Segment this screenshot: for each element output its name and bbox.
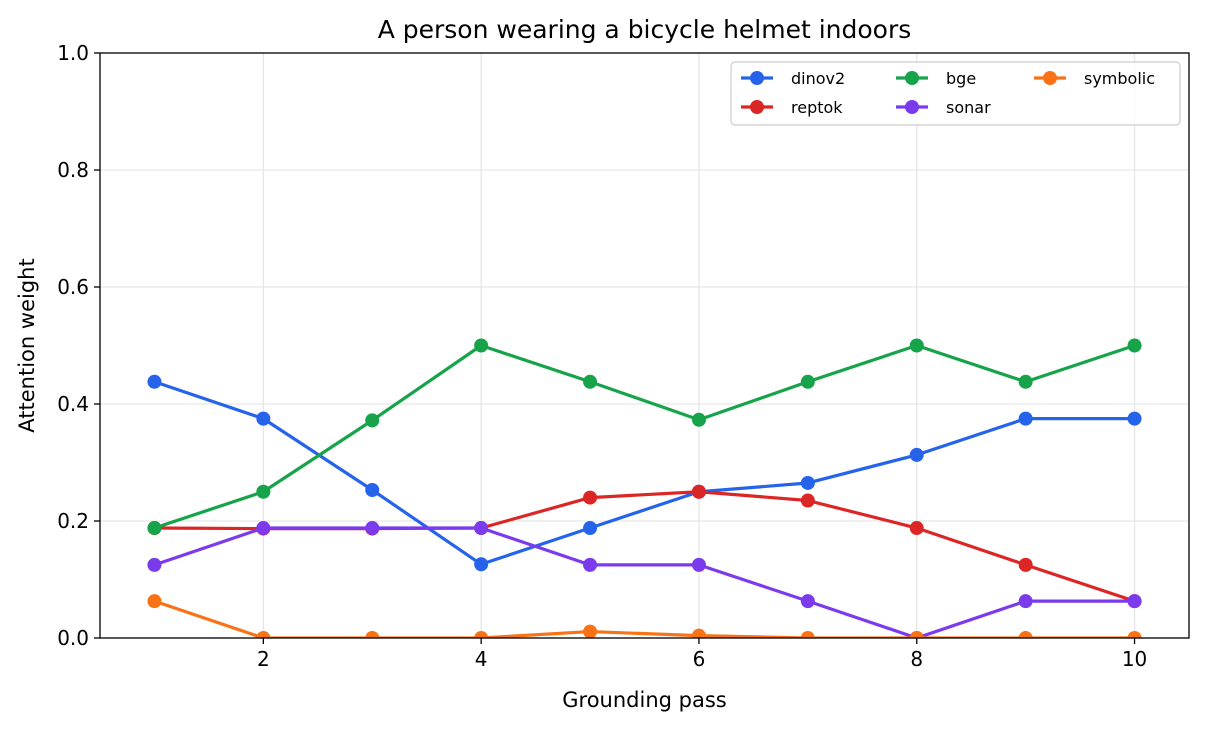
- legend-marker: [905, 100, 919, 114]
- data-point-bge: [147, 521, 162, 536]
- x-tick-label: 6: [693, 647, 706, 671]
- x-tick-label: 10: [1122, 647, 1147, 671]
- legend-label: reptok: [791, 98, 843, 117]
- data-point-symbolic: [909, 631, 924, 638]
- series-sonar: [147, 521, 1142, 638]
- data-point-symbolic: [1127, 631, 1142, 638]
- series-line-sonar: [153, 526, 1135, 638]
- y-tick-label: 0.2: [57, 509, 89, 533]
- data-point-bge: [474, 338, 489, 353]
- data-point-bge: [583, 374, 598, 389]
- series-line-bge: [153, 343, 1136, 530]
- data-point-reptok: [909, 521, 924, 536]
- legend-label: sonar: [946, 98, 991, 117]
- data-point-bge: [1127, 338, 1142, 353]
- series-layer: [147, 338, 1142, 638]
- legend-marker: [905, 71, 919, 85]
- data-point-dinov2: [800, 475, 815, 490]
- legend-marker: [750, 100, 764, 114]
- y-tick-label: 0.4: [57, 392, 89, 416]
- data-point-symbolic: [256, 631, 271, 638]
- data-point-sonar: [583, 557, 598, 572]
- x-tick-label: 4: [475, 647, 488, 671]
- data-point-dinov2: [256, 411, 271, 426]
- y-tick-label: 0.8: [57, 158, 89, 182]
- data-point-reptok: [583, 490, 598, 505]
- data-point-sonar: [147, 557, 162, 572]
- data-point-reptok: [800, 493, 815, 508]
- data-point-sonar: [365, 521, 380, 536]
- data-point-dinov2: [1127, 411, 1142, 426]
- y-tick-label: 1.0: [57, 41, 89, 65]
- plot-frame: [99, 52, 1190, 639]
- data-point-symbolic: [474, 631, 489, 638]
- legend-marker: [1043, 71, 1057, 85]
- y-axis-title: Attention weight: [15, 258, 39, 432]
- legend-box: [730, 61, 1181, 126]
- y-tick-label: 0.6: [57, 275, 89, 299]
- legend-label: bge: [946, 69, 976, 88]
- data-point-reptok: [1018, 557, 1033, 572]
- data-point-bge: [691, 412, 706, 427]
- data-point-dinov2: [474, 557, 489, 572]
- legend-label: symbolic: [1084, 69, 1155, 88]
- legend: dinov2 reptok bge sonar symbolic: [730, 61, 1181, 126]
- data-point-symbolic: [583, 624, 598, 638]
- legend-item-bge: bge: [896, 69, 976, 88]
- legend-label: dinov2: [791, 69, 845, 88]
- series-bge: [147, 338, 1142, 536]
- axis-ticks: 2 4 6 8 10 0.0 0.2 0.4 0.6 0.8 1.0: [57, 41, 1147, 671]
- x-axis-title: Grounding pass: [562, 688, 726, 712]
- data-point-sonar: [256, 521, 271, 536]
- data-point-symbolic: [365, 631, 380, 638]
- data-point-bge: [256, 484, 271, 499]
- legend-item-symbolic: symbolic: [1034, 69, 1155, 88]
- chart-title: A person wearing a bicycle helmet indoor…: [378, 15, 912, 44]
- data-point-bge: [1018, 374, 1033, 389]
- data-point-reptok: [691, 484, 706, 499]
- y-tick-label: 0.0: [57, 626, 89, 650]
- x-tick-label: 2: [257, 647, 270, 671]
- legend-item-sonar: sonar: [896, 98, 991, 117]
- data-point-sonar: [691, 557, 706, 572]
- data-point-bge: [365, 413, 380, 428]
- x-tick-label: 8: [910, 647, 923, 671]
- data-point-sonar: [474, 521, 489, 536]
- data-point-symbolic: [800, 631, 815, 638]
- data-point-bge: [800, 374, 815, 389]
- legend-marker: [750, 71, 764, 85]
- data-point-dinov2: [583, 521, 598, 536]
- data-point-bge: [909, 338, 924, 353]
- data-point-dinov2: [147, 374, 162, 389]
- data-point-sonar: [800, 594, 815, 609]
- data-point-dinov2: [1018, 411, 1033, 426]
- data-point-dinov2: [909, 447, 924, 462]
- data-point-sonar: [1127, 594, 1142, 609]
- data-point-symbolic: [691, 628, 706, 638]
- data-point-dinov2: [365, 482, 380, 497]
- data-point-symbolic: [147, 594, 162, 609]
- series-line-symbolic: [153, 599, 1135, 638]
- data-point-sonar: [1018, 594, 1033, 609]
- data-point-symbolic: [1018, 631, 1033, 638]
- legend-item-reptok: reptok: [741, 98, 843, 117]
- series-symbolic: [147, 594, 1142, 638]
- legend-item-dinov2: dinov2: [741, 69, 845, 88]
